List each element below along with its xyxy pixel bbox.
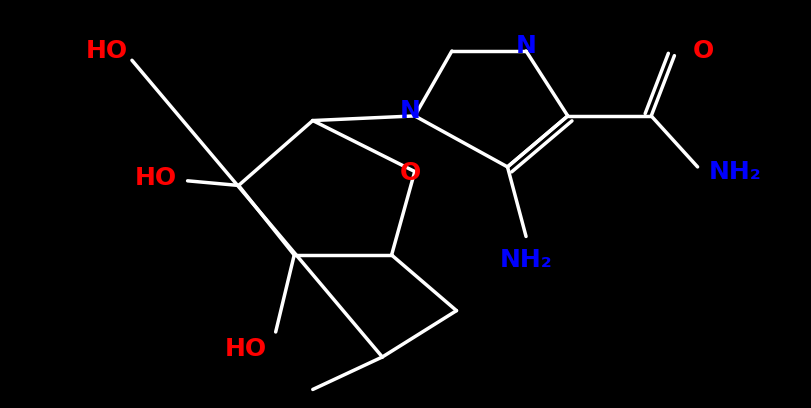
Text: N: N — [516, 34, 537, 58]
Text: O: O — [400, 162, 421, 185]
Text: HO: HO — [135, 166, 177, 190]
Text: HO: HO — [225, 337, 266, 361]
Text: O: O — [693, 39, 714, 63]
Text: NH₂: NH₂ — [709, 160, 762, 184]
Text: NH₂: NH₂ — [500, 248, 552, 272]
Text: HO: HO — [86, 39, 127, 63]
Text: N: N — [400, 99, 421, 123]
